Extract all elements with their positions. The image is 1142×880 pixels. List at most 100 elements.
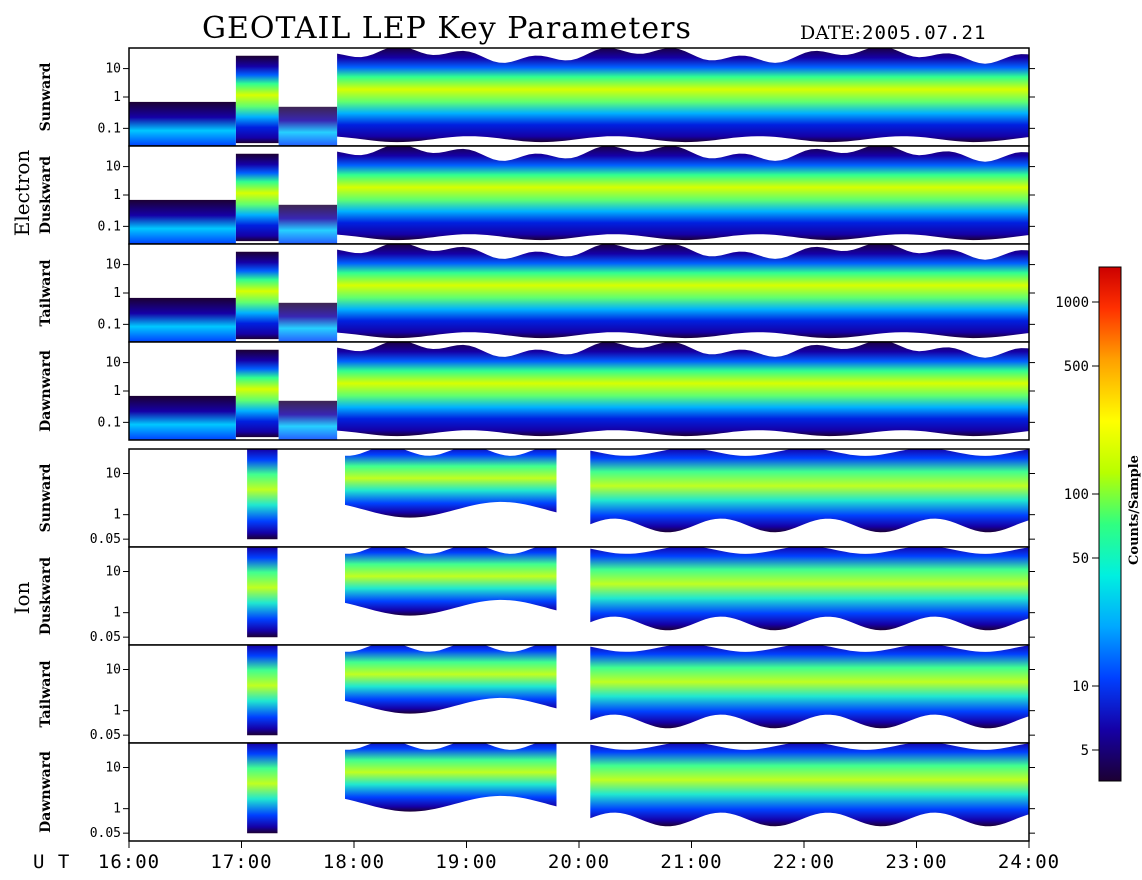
panel-electron-duskward: 10 1 0.1 Duskward bbox=[38, 145, 1035, 245]
colorbar-label: Counts/Sample bbox=[1127, 455, 1142, 565]
panel-electron-tailward: 10 1 0.1 Tailward bbox=[38, 243, 1035, 343]
spectrogram-band bbox=[337, 342, 1029, 437]
group-label: Electron bbox=[10, 150, 34, 237]
y-tick-label: 0.05 bbox=[90, 630, 121, 645]
panel-ion-tailward: 10 1 0.05 Tailward bbox=[38, 644, 1035, 744]
spectrogram-band bbox=[129, 297, 236, 342]
group-labels: Electron Ion bbox=[10, 150, 34, 615]
y-tick-label: 1 bbox=[113, 508, 121, 523]
spectrogram-band bbox=[235, 251, 279, 340]
group-label: Ion bbox=[10, 581, 34, 614]
colorbar-scale bbox=[1098, 266, 1122, 782]
colorbar: 1000 500 100 50 10 5 Counts/Sample bbox=[1055, 266, 1142, 782]
spectrogram-band bbox=[337, 244, 1029, 339]
panel-label: Sunward bbox=[38, 463, 54, 532]
y-tick-label: 0.05 bbox=[90, 728, 121, 743]
date-value: 2005.07.21 bbox=[862, 22, 986, 44]
y-tick-label: 1 bbox=[113, 802, 121, 817]
spectrogram-band bbox=[247, 645, 278, 736]
colorbar-tick-label: 10 bbox=[1072, 679, 1089, 695]
y-tick-label: 10 bbox=[105, 565, 121, 580]
y-tick-label: 10 bbox=[105, 761, 121, 776]
y-tick-label: 1 bbox=[113, 188, 121, 203]
colorbar-tick-label: 1000 bbox=[1055, 295, 1089, 311]
panel-ion-dawnward: 10 1 0.05 Dawnward bbox=[38, 742, 1035, 842]
panel-label: Dawnward bbox=[38, 751, 54, 833]
x-tick-label: 21:00 bbox=[660, 851, 722, 873]
y-tick-label: 10 bbox=[105, 356, 121, 371]
y-tick-label: 10 bbox=[105, 663, 121, 678]
colorbar-tick-label: 50 bbox=[1072, 551, 1089, 567]
y-tick-label: 1 bbox=[113, 384, 121, 399]
spectrogram bbox=[129, 146, 1029, 244]
spectrogram bbox=[247, 547, 1029, 638]
y-tick-label: 10 bbox=[105, 258, 121, 273]
spectrogram-band bbox=[235, 349, 279, 438]
x-tick-label: 16:00 bbox=[98, 851, 160, 873]
x-axis-label: U T bbox=[33, 851, 70, 873]
panel-ion-duskward: 10 1 0.05 Duskward bbox=[38, 546, 1035, 646]
y-tick-label: 1 bbox=[113, 286, 121, 301]
colorbar-tick-label: 500 bbox=[1064, 359, 1089, 375]
spectrogram-band bbox=[247, 449, 278, 540]
spectrogram bbox=[247, 645, 1029, 736]
y-tick-label: 10 bbox=[105, 467, 121, 482]
panel-electron-sunward: 10 1 0.1 Sunward bbox=[38, 47, 1035, 147]
x-tick-label: 22:00 bbox=[773, 851, 835, 873]
y-tick-label: 0.1 bbox=[98, 317, 121, 332]
spectrogram-band bbox=[129, 101, 236, 146]
spectrogram-band bbox=[235, 153, 279, 242]
x-tick-label: 17:00 bbox=[210, 851, 272, 873]
panel-label: Sunward bbox=[38, 62, 54, 131]
y-tick-label: 10 bbox=[105, 160, 121, 175]
panel-label: Tailward bbox=[38, 660, 54, 727]
date-label: DATE: bbox=[800, 22, 861, 44]
x-tick-label: 23:00 bbox=[885, 851, 947, 873]
spectrogram-band bbox=[337, 48, 1029, 143]
panel-label: Tailward bbox=[38, 259, 54, 326]
y-tick-label: 0.05 bbox=[90, 826, 121, 841]
spectrogram-band bbox=[129, 395, 236, 440]
y-tick-label: 1 bbox=[113, 704, 121, 719]
spectrogram bbox=[247, 743, 1029, 834]
panel-ion-sunward: 10 1 0.05 Sunward bbox=[38, 448, 1035, 548]
spectrogram-band bbox=[337, 146, 1029, 241]
colorbar-tick-label: 100 bbox=[1064, 487, 1089, 503]
y-tick-label: 0.1 bbox=[98, 415, 121, 430]
spectrogram-band bbox=[278, 204, 338, 244]
panel-label: Duskward bbox=[38, 557, 54, 635]
x-tick-label: 20:00 bbox=[548, 851, 610, 873]
y-tick-label: 1 bbox=[113, 606, 121, 621]
y-tick-label: 0.05 bbox=[90, 532, 121, 547]
panels: 10 1 0.1 Sunward 10 1 0.1 Duskward 10 1 0.1 Tailwar… bbox=[38, 47, 1035, 842]
spectrogram-band bbox=[235, 55, 279, 144]
x-tick-label: 18:00 bbox=[323, 851, 385, 873]
x-tick-label: 24:00 bbox=[998, 851, 1060, 873]
colorbar-tick-label: 5 bbox=[1081, 743, 1089, 759]
chart-title: GEOTAIL LEP Key Parameters bbox=[202, 11, 692, 46]
panel-label: Duskward bbox=[38, 156, 54, 234]
y-tick-label: 10 bbox=[105, 62, 121, 77]
spectrogram-band bbox=[278, 302, 338, 342]
spectrogram bbox=[129, 342, 1029, 440]
spectrogram-band bbox=[247, 547, 278, 638]
panel-label: Dawnward bbox=[38, 350, 54, 432]
spectrogram-band bbox=[345, 645, 557, 714]
spectrogram bbox=[129, 48, 1029, 146]
spectrogram-band bbox=[345, 743, 557, 812]
spectrogram-band bbox=[278, 106, 338, 146]
spectrogram-band bbox=[345, 547, 557, 616]
spectrogram-band bbox=[345, 449, 557, 518]
x-axis: U T 16:00 17:00 18:00 19:00 20:00 21:00 22:00 23… bbox=[33, 841, 1060, 873]
spectrogram-band bbox=[590, 449, 1029, 533]
spectrogram-band bbox=[590, 743, 1029, 827]
y-tick-label: 0.1 bbox=[98, 121, 121, 136]
panel-electron-dawnward: 10 1 0.1 Dawnward bbox=[38, 341, 1035, 441]
spectrogram-band bbox=[278, 400, 338, 440]
y-tick-label: 1 bbox=[113, 90, 121, 105]
y-tick-label: 0.1 bbox=[98, 219, 121, 234]
spectrogram-band bbox=[590, 645, 1029, 729]
spectrogram-band bbox=[590, 547, 1029, 631]
spectrogram-band bbox=[129, 199, 236, 244]
